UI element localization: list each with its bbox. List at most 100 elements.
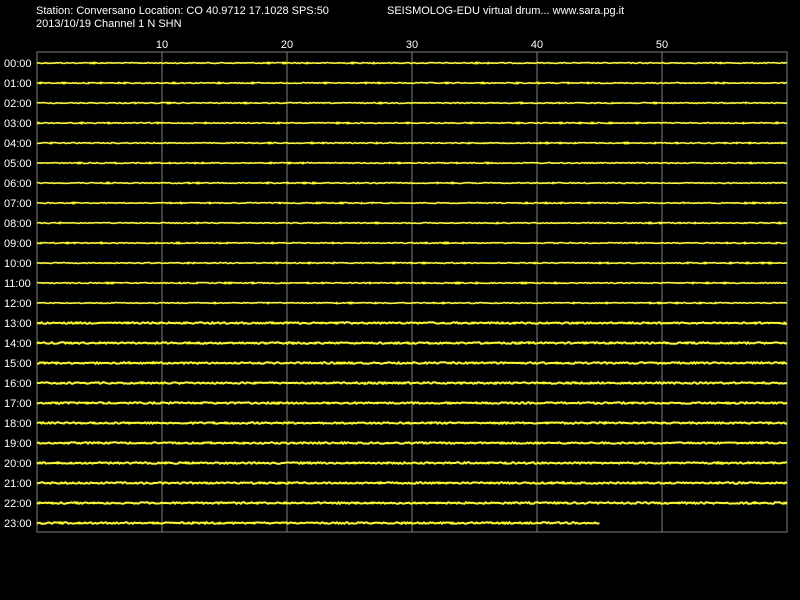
- station-info: Station: Conversano Location: CO 40.9712…: [36, 5, 329, 17]
- trace-line: [36, 141, 788, 145]
- trace-blip: [58, 521, 63, 525]
- trace-blip: [749, 161, 752, 165]
- trace-blip: [511, 401, 513, 405]
- trace-blip: [273, 401, 276, 405]
- trace-blip: [428, 341, 430, 345]
- trace-blip: [480, 81, 485, 85]
- trace-blip: [648, 301, 652, 305]
- trace-blip: [282, 61, 287, 65]
- trace-blip: [353, 501, 357, 505]
- trace-blip: [323, 81, 328, 85]
- trace-blip: [331, 241, 334, 245]
- hour-label: 14:00: [4, 338, 32, 350]
- trace-blip: [781, 361, 785, 365]
- trace-blip: [277, 481, 282, 485]
- trace-line: [36, 301, 788, 305]
- trace-blip: [97, 441, 100, 445]
- trace-blip: [276, 121, 280, 125]
- trace-blip: [212, 421, 215, 425]
- trace-blip: [378, 101, 383, 105]
- trace-blip: [578, 121, 582, 125]
- trace-blip: [374, 221, 379, 225]
- trace-blip: [485, 401, 488, 405]
- trace-blip: [201, 161, 204, 165]
- trace-blip: [80, 421, 82, 425]
- trace-blip: [541, 381, 546, 385]
- trace-blip: [443, 241, 448, 245]
- trace-blip: [568, 361, 570, 365]
- trace-blip: [54, 361, 58, 365]
- trace-blip: [748, 141, 752, 145]
- hour-label: 12:00: [4, 298, 32, 310]
- trace-line: [36, 520, 600, 526]
- trace-blip: [760, 441, 763, 445]
- trace-blip: [394, 341, 397, 345]
- trace-blip: [125, 321, 129, 325]
- hour-label: 01:00: [4, 78, 32, 90]
- trace-blip: [336, 361, 339, 365]
- trace-blip: [591, 461, 593, 465]
- trace-blip: [287, 481, 290, 485]
- trace-blip: [635, 121, 639, 125]
- trace-blip: [192, 521, 194, 525]
- trace-blip: [783, 501, 788, 505]
- hour-label: 11:00: [4, 278, 31, 290]
- trace-blip: [44, 361, 47, 365]
- trace-blip: [698, 301, 702, 305]
- trace-blip: [361, 201, 363, 205]
- trace-blip: [400, 521, 403, 525]
- trace-blip: [447, 401, 452, 405]
- trace-blip: [71, 201, 76, 205]
- trace-blip: [243, 101, 248, 105]
- trace-blip: [539, 141, 542, 145]
- trace-blip: [58, 221, 61, 225]
- trace-blip: [459, 381, 463, 385]
- trace-blip: [768, 201, 770, 205]
- trace-blip: [217, 81, 221, 85]
- trace-blip: [493, 421, 496, 425]
- trace-blip: [513, 501, 515, 505]
- trace-blip: [271, 241, 274, 245]
- trace-blip: [167, 101, 171, 105]
- trace-blip: [334, 321, 339, 325]
- trace-blip: [219, 241, 221, 245]
- trace-blip: [455, 281, 459, 285]
- trace-blip: [166, 101, 168, 105]
- trace-blip: [602, 421, 607, 425]
- trace-blip: [587, 201, 591, 205]
- trace-blip: [183, 321, 187, 325]
- trace-blip: [775, 241, 777, 245]
- trace-blip: [92, 501, 95, 505]
- trace-blip: [252, 521, 256, 525]
- trace-blip: [187, 261, 190, 265]
- trace-blip: [741, 441, 743, 445]
- trace-blip: [677, 501, 681, 505]
- trace-blip: [528, 341, 531, 345]
- trace-blip: [107, 121, 111, 125]
- trace-blip: [456, 161, 458, 165]
- hour-label: 00:00: [4, 58, 32, 70]
- minute-tick-label: 10: [156, 39, 168, 51]
- trace-blip: [519, 101, 524, 105]
- hour-label: 23:00: [4, 518, 32, 530]
- trace-blip: [110, 281, 114, 285]
- trace-blip: [661, 421, 663, 425]
- trace-blip: [475, 401, 478, 405]
- trace-blip: [422, 281, 426, 285]
- trace-blip: [128, 421, 131, 425]
- trace-blip: [102, 401, 104, 405]
- trace-blip: [92, 61, 96, 65]
- trace-blip: [691, 341, 695, 345]
- trace-blip: [128, 361, 132, 365]
- trace-blip: [179, 281, 181, 285]
- app-title: SEISMOLOG-EDU virtual drum... www.sara.p…: [387, 5, 625, 17]
- trace-blip: [442, 321, 444, 325]
- trace-blip: [158, 321, 161, 325]
- drum-labels: 10 20 30 40 50 00:00 01:00 02:00 03:00 04:00 05:00…: [4, 39, 668, 530]
- trace-blip: [560, 201, 563, 205]
- trace-blip: [496, 221, 499, 225]
- hour-label: 08:00: [4, 218, 32, 230]
- trace-blip: [654, 141, 657, 145]
- trace-blip: [62, 81, 66, 85]
- trace-blip: [475, 281, 478, 285]
